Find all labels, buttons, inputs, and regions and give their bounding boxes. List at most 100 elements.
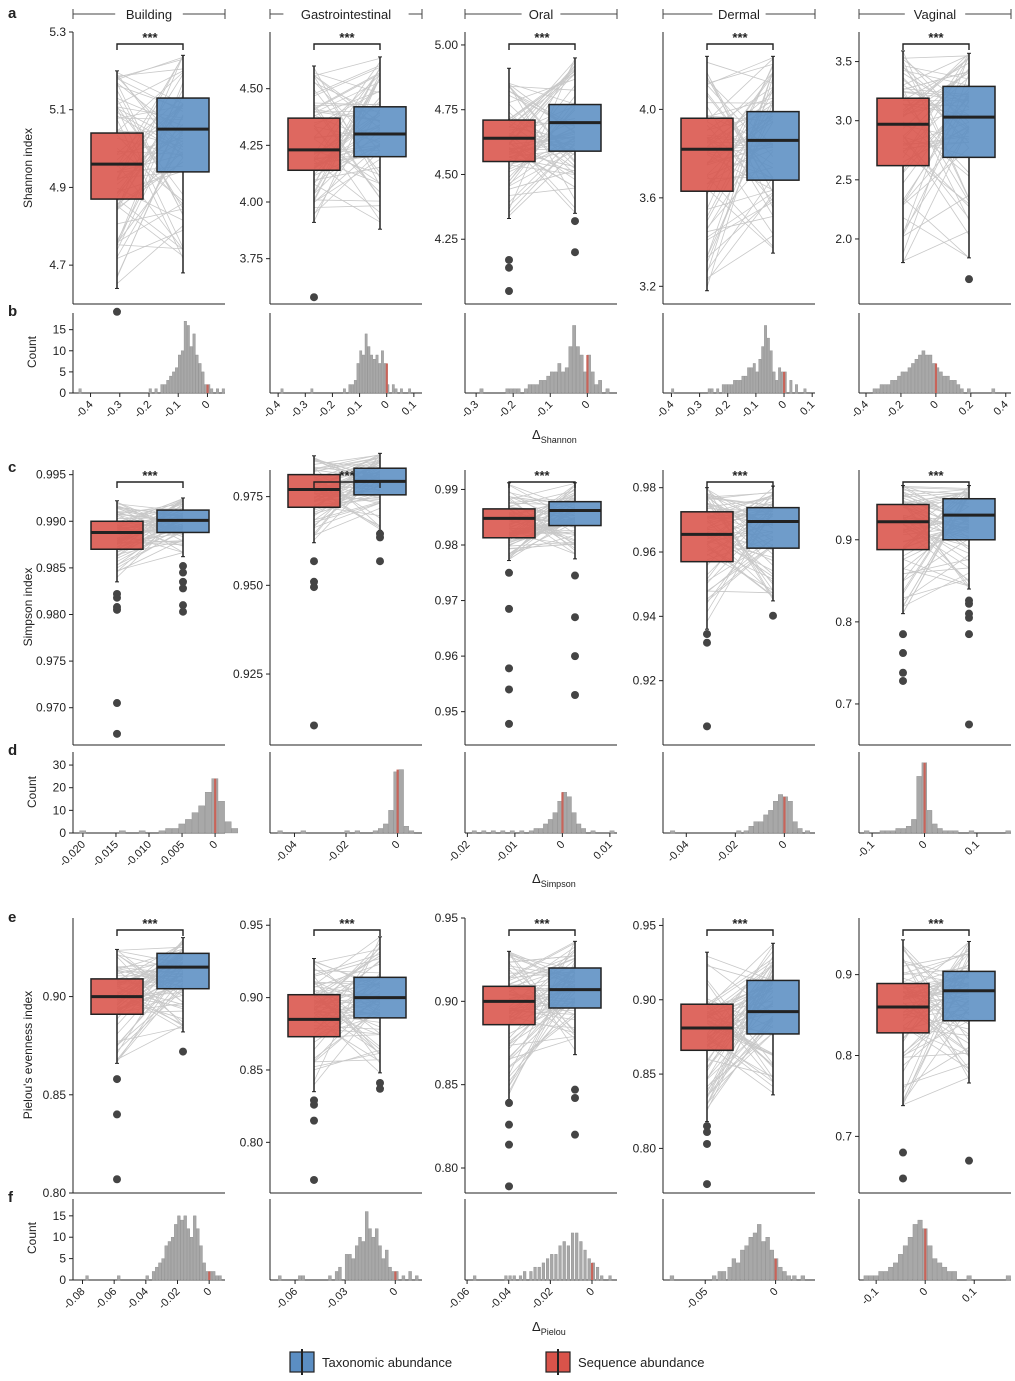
histogram-bar — [166, 380, 170, 394]
paired-line — [313, 78, 381, 194]
histogram-bar — [500, 830, 506, 834]
histogram-bar — [792, 821, 798, 834]
outlier-point — [571, 691, 579, 699]
histogram-bar — [372, 830, 379, 834]
y-tick-label: 0.90 — [43, 990, 67, 1004]
significance-stars: *** — [732, 30, 748, 45]
outlier-point — [113, 699, 121, 708]
zero-marker — [591, 1262, 594, 1280]
histogram-bar — [757, 1224, 762, 1281]
outlier-point — [571, 1130, 579, 1139]
histogram-d-gastrointestinal: -0.04 -0.02 0 — [269, 752, 422, 865]
x-tick-label: 0 — [768, 1286, 781, 1299]
outlier-point — [965, 1156, 973, 1165]
histogram-bar — [391, 384, 395, 394]
histogram-bar — [765, 1237, 770, 1281]
box-iqr-taxonomic — [548, 967, 602, 1009]
histogram-bar — [151, 1271, 156, 1281]
outlier-point — [703, 1128, 711, 1137]
histogram-bar — [876, 388, 880, 394]
x-tick-label: -0.02 — [446, 839, 472, 865]
x-tick-label: 0 — [200, 399, 213, 412]
histogram-bar — [912, 1224, 918, 1281]
histogram-b-dermal: -0.4 -0.3 -0.2 -0.1 0 0.1 — [655, 313, 817, 421]
histogram-bar — [354, 830, 360, 834]
y-tick-label: 3.0 — [835, 114, 852, 128]
box-iqr-sequence — [482, 508, 536, 539]
histogram-bar — [782, 1271, 787, 1281]
histogram-bar — [769, 1249, 774, 1281]
histogram-bar — [991, 388, 996, 394]
histogram-bar — [710, 388, 714, 394]
histogram-bar — [789, 380, 793, 394]
paired-line — [902, 1007, 970, 1103]
histogram-bar — [872, 388, 877, 394]
y-tick-label: 0.85 — [240, 1063, 264, 1077]
histogram-bar — [786, 1275, 791, 1281]
histogram-bar — [378, 363, 382, 394]
zero-marker — [783, 371, 786, 393]
histogram-bar — [907, 1237, 913, 1281]
histogram-bar — [189, 1237, 194, 1281]
y-tick-label: 0.7 — [835, 697, 852, 711]
paired-line — [706, 961, 774, 1008]
paired-line — [902, 54, 970, 86]
histogram-bar — [885, 830, 891, 834]
histogram-bar — [231, 828, 239, 834]
paired-lines — [706, 57, 774, 288]
paired-line — [116, 956, 184, 1026]
x-tick-label: -0.2 — [496, 399, 518, 421]
site-title-bg — [521, 5, 561, 23]
significance-stars: *** — [732, 916, 748, 931]
histogram-bar — [172, 371, 176, 394]
histogram-bar — [338, 1266, 342, 1281]
y-tick-label: 4.00 — [240, 195, 264, 209]
box-taxonomic — [156, 937, 210, 1056]
outlier-point — [571, 1085, 579, 1094]
y-tick-label: 0.980 — [36, 607, 66, 621]
histogram-bars — [863, 1219, 1011, 1281]
histogram-bar — [356, 363, 360, 394]
significance-bracket — [508, 43, 576, 50]
histogram-bar — [174, 1224, 178, 1281]
histogram-bars — [79, 778, 239, 834]
panel-label-c: c — [8, 459, 16, 476]
histogram-bar — [523, 1271, 527, 1281]
histogram-bar — [191, 812, 199, 834]
boxplot-e-building: 0.80 0.85 0.90 *** — [43, 916, 225, 1200]
histogram-bar — [921, 350, 926, 394]
histogram-bar — [804, 830, 810, 834]
panels-layer: a b Shannon index Count ΔShannon 4.7 4.9 5.1 5.3… — [8, 5, 1012, 1337]
histogram-bar — [916, 776, 922, 834]
histogram-bar — [145, 1275, 149, 1281]
paired-line — [508, 941, 576, 978]
histogram-bar — [178, 823, 186, 834]
paired-line — [116, 244, 184, 250]
histogram-bar — [750, 367, 753, 394]
significance-stars: *** — [142, 30, 158, 45]
histogram-bar — [772, 371, 776, 394]
paired-line — [706, 943, 774, 1008]
histogram-bar — [301, 1275, 305, 1281]
histogram-bar — [348, 384, 352, 394]
outlier-point — [965, 613, 973, 622]
box-iqr-taxonomic — [548, 500, 602, 527]
site-title-bg — [283, 5, 409, 23]
outlier-point — [505, 1120, 513, 1129]
paired-line — [902, 60, 970, 200]
histogram-bar — [547, 819, 553, 834]
significance-stars: *** — [534, 468, 550, 483]
histogram-bar — [947, 830, 954, 834]
histogram-bar — [900, 371, 905, 394]
paired-line — [313, 936, 381, 986]
histogram-bar — [960, 388, 964, 394]
histogram-bar — [385, 1249, 389, 1281]
zero-marker — [206, 384, 209, 393]
histogram-bar — [508, 1275, 512, 1281]
box-iqr-taxonomic — [746, 506, 800, 549]
outlier-point — [965, 720, 973, 729]
significance-bracket — [508, 929, 576, 936]
histogram-bar — [328, 1275, 332, 1281]
zero-marker — [208, 1271, 211, 1280]
outlier-point — [505, 1099, 513, 1107]
